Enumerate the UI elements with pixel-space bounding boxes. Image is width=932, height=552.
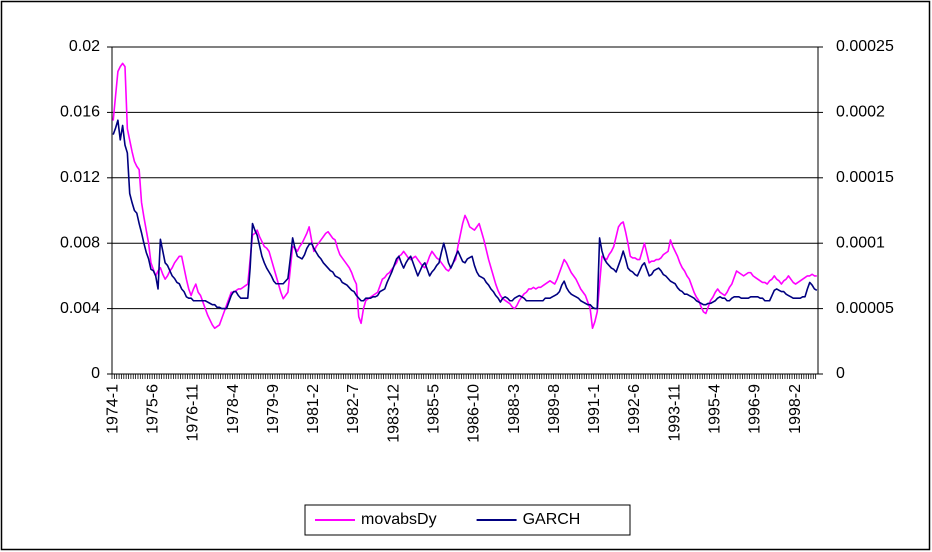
y2-tick-label: 0.00015 <box>836 169 894 186</box>
x-tick-label: 1995-4 <box>707 384 724 434</box>
x-tick-label: 1985-5 <box>426 384 443 434</box>
y2-tick-label: 0.0002 <box>836 104 885 121</box>
x-tick-label: 1996-9 <box>747 384 764 434</box>
y2-tick-label: 0 <box>836 365 845 382</box>
x-tick-label: 1992-6 <box>626 384 643 434</box>
y-tick-label: 0.012 <box>60 169 100 186</box>
y-tick-label: 0.008 <box>60 234 100 251</box>
x-tick-label: 1993-11 <box>666 384 683 442</box>
x-tick-label: 1978-4 <box>225 384 242 434</box>
legend: movabsDy GARCH <box>304 504 631 536</box>
y2-tick-label: 0.00025 <box>836 38 894 55</box>
y2-tick-label: 0.00005 <box>836 300 894 317</box>
legend-label: movabsDy <box>361 511 437 528</box>
x-tick-label: 1981-2 <box>305 384 322 434</box>
x-tick-label: 1983-12 <box>385 384 402 443</box>
y-tick-label: 0.004 <box>60 300 100 317</box>
y2-tick-label: 0.0001 <box>836 234 885 251</box>
x-tick-label: 1986-10 <box>466 384 483 443</box>
x-tick-label: 1975-6 <box>145 384 162 434</box>
x-tick-label: 1988-3 <box>506 384 523 434</box>
x-tick-label: 1974-1 <box>104 384 121 434</box>
x-tick-label: 1982-7 <box>345 384 362 434</box>
x-tick-label: 1998-2 <box>787 384 804 434</box>
series-line <box>112 119 818 310</box>
legend-box <box>304 504 631 536</box>
y-tick-label: 0.02 <box>69 38 100 55</box>
x-tick-label: 1989-8 <box>546 384 563 434</box>
legend-label: GARCH <box>523 511 581 528</box>
y-tick-label: 0.016 <box>60 104 100 121</box>
x-tick-label: 1991-1 <box>586 384 603 434</box>
x-tick-label: 1976-11 <box>185 384 202 442</box>
x-tick-label: 1979-9 <box>265 384 282 434</box>
y-tick-label: 0 <box>91 365 100 382</box>
